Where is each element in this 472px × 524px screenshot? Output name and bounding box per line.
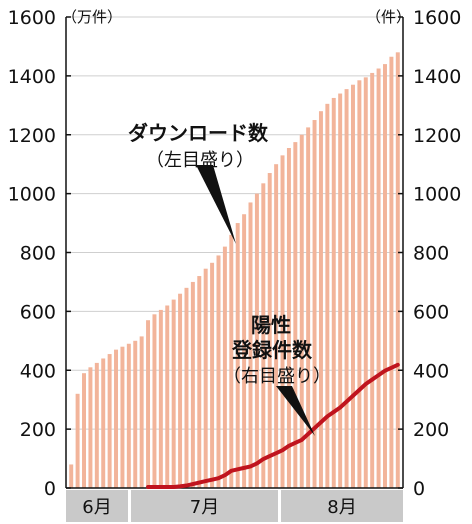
download-bar [344, 89, 349, 489]
download-bar [286, 148, 291, 488]
left-axis-ticks: 0 200 400 600 800 1000 1200 1400 1600 [8, 7, 71, 500]
left-tick-label: 1400 [8, 66, 56, 88]
download-bar [338, 93, 343, 488]
download-bar [312, 120, 317, 488]
download-bar [235, 223, 240, 488]
right-axis-ticks: 0 200 400 600 800 1000 1200 1400 1600 [398, 7, 461, 500]
right-tick-label: 1400 [413, 66, 461, 88]
left-tick-label: 1600 [8, 7, 56, 29]
download-bar [299, 134, 304, 488]
download-bar [203, 268, 208, 488]
download-bar [178, 293, 183, 488]
right-tick-label: 1600 [413, 7, 461, 29]
download-bar [383, 64, 387, 488]
left-tick-label: 0 [44, 478, 56, 500]
left-tick-label: 400 [20, 360, 56, 382]
download-bar [363, 77, 368, 488]
download-bar [133, 340, 138, 488]
download-bar [222, 246, 227, 488]
download-bar [69, 464, 74, 488]
positives-label-1: 陽性 [251, 313, 291, 337]
right-axis-unit: （件） [366, 8, 411, 26]
download-bar [306, 127, 311, 488]
download-bar [120, 346, 125, 488]
right-tick-label: 1200 [413, 125, 461, 147]
month-band-segment [131, 490, 278, 522]
right-tick-label: 400 [413, 360, 449, 382]
positives-line [146, 362, 400, 489]
download-bar [165, 305, 170, 488]
download-bar [88, 367, 93, 488]
download-bar [75, 393, 80, 488]
download-bar [350, 84, 355, 489]
positives-scale-note: （右目盛り） [223, 366, 331, 387]
download-bar [293, 142, 298, 489]
download-bar [248, 202, 253, 488]
month-band: 6月 7月 8月 [66, 490, 403, 522]
download-bar [210, 262, 215, 488]
download-bar [395, 52, 400, 488]
download-bar [152, 314, 157, 488]
download-bar [107, 354, 112, 488]
positives-label-2: 登録件数 [231, 338, 313, 362]
left-axis-unit: （万件） [62, 8, 122, 26]
download-bar [331, 97, 336, 488]
download-bar [357, 80, 362, 488]
left-tick-label: 1000 [8, 184, 56, 206]
month-band-segment [281, 490, 403, 522]
download-bar [82, 373, 86, 488]
left-tick-label: 1200 [8, 125, 56, 147]
downloads-pointer [196, 165, 236, 244]
download-bars [69, 52, 400, 489]
month-label: 7月 [190, 497, 219, 518]
download-bar [216, 255, 221, 488]
right-tick-label: 600 [413, 301, 449, 323]
right-tick-label: 1000 [413, 184, 461, 206]
right-tick-label: 0 [413, 478, 425, 500]
download-bar [197, 276, 202, 488]
download-bar [229, 234, 234, 488]
download-bar [242, 214, 247, 489]
right-tick-label: 800 [413, 243, 449, 265]
download-bar [376, 68, 381, 489]
download-bar [261, 183, 266, 488]
downloads-scale-note: （左目盛り） [146, 150, 254, 171]
download-bar [139, 336, 144, 488]
downloads-label: ダウンロード数 [128, 121, 269, 145]
download-bar [114, 349, 119, 488]
download-bar [280, 155, 285, 489]
download-bar [274, 164, 279, 488]
download-bar [190, 281, 195, 488]
left-tick-label: 200 [20, 419, 56, 441]
download-bar [184, 287, 189, 488]
download-bar [126, 343, 131, 488]
download-bar [267, 173, 272, 488]
download-bar [158, 309, 163, 488]
download-bar [146, 320, 151, 488]
positives-pointer [276, 386, 315, 436]
month-band-segment [66, 490, 128, 522]
download-bar [254, 193, 259, 489]
download-bar [370, 72, 375, 489]
download-bar [389, 56, 394, 489]
download-bar [325, 103, 330, 488]
download-bar [101, 358, 106, 488]
month-label: 8月 [327, 497, 356, 518]
download-bar [318, 111, 323, 488]
right-tick-label: 200 [413, 419, 449, 441]
month-label: 6月 [82, 497, 111, 518]
download-bar [94, 362, 99, 488]
left-tick-label: 800 [20, 243, 56, 265]
download-bar [171, 299, 176, 488]
left-tick-label: 600 [20, 301, 56, 323]
